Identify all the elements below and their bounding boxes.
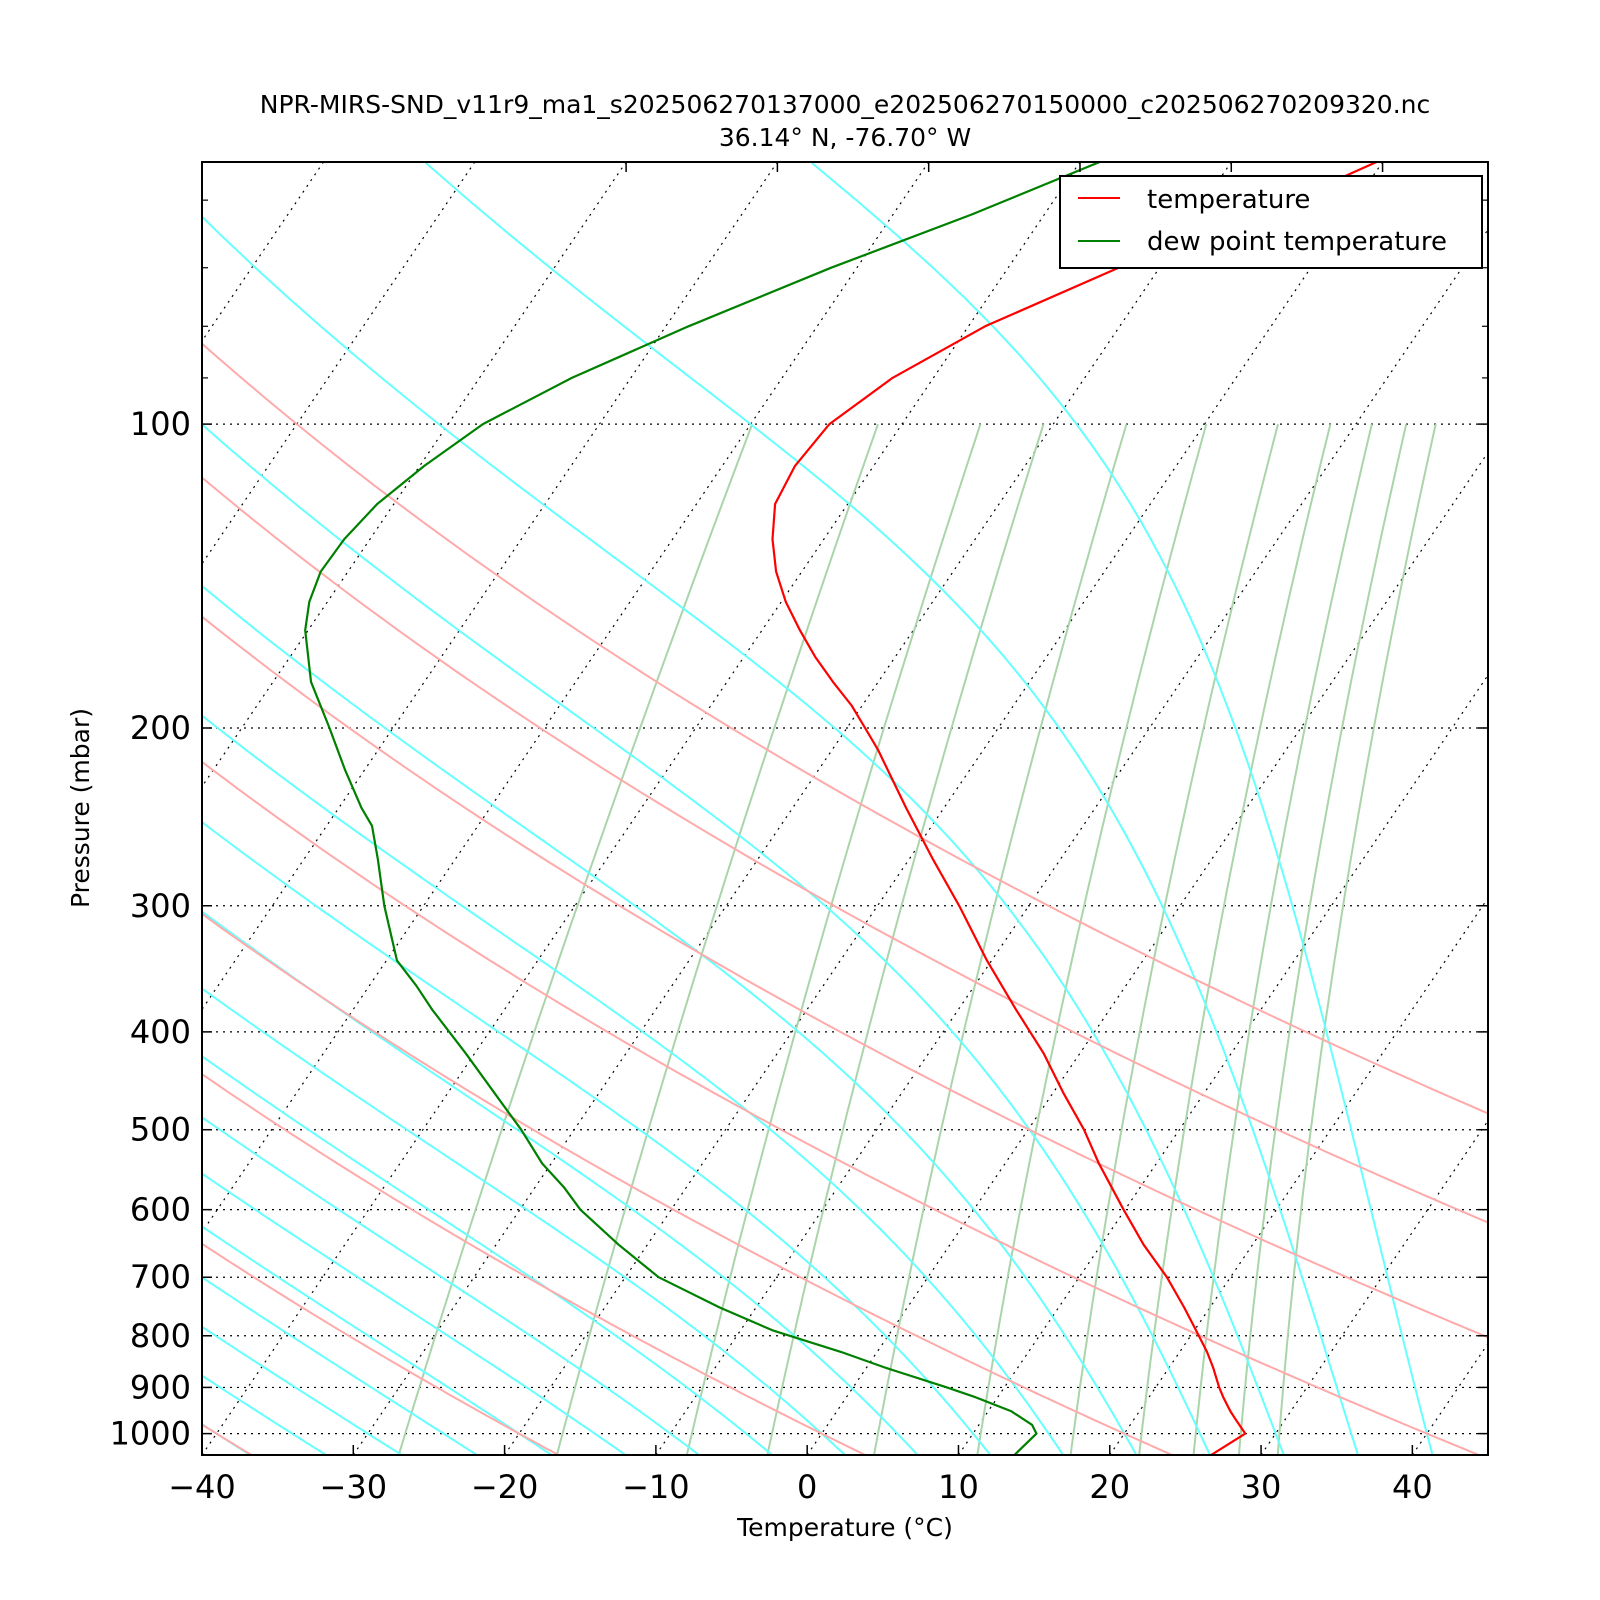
sounding-profiles: [304, 162, 1377, 1455]
y-tick-label: 500: [130, 1111, 191, 1149]
isotherm-50: [1564, 162, 1600, 1455]
moist-adiabat--30: [202, 1325, 403, 1455]
y-tick-label: 300: [130, 887, 191, 925]
mixing-ratio-28: [1276, 423, 1437, 1455]
moist-adiabat--5: [202, 1055, 773, 1455]
mixing-ratio-8: [976, 423, 1208, 1455]
dry-adiabat-0: [202, 1072, 866, 1455]
x-tick-label: 30: [1241, 1468, 1282, 1506]
x-tick-label: 10: [938, 1468, 979, 1506]
moist-adiabat-40: [810, 162, 1434, 1455]
isotherm--20: [504, 162, 1384, 1455]
moist-adiabat-lines: [202, 162, 1434, 1455]
dry-adiabat-60: [202, 615, 1488, 1339]
x-tick-label: 20: [1089, 1468, 1130, 1506]
plot-frame: [201, 161, 1489, 1456]
x-tick-label: −30: [320, 1468, 388, 1506]
dry-adiabat-20: [202, 912, 1173, 1455]
moist-adiabat--25: [202, 1276, 478, 1455]
series-line-temperature: [771, 162, 1377, 1455]
y-tick-label: 800: [130, 1317, 191, 1355]
isotherm-30: [1260, 1119, 1488, 1455]
isobar-gridlines: [202, 423, 1488, 1435]
y-tick-label: 900: [130, 1368, 191, 1406]
mixing-ratio-1: [555, 423, 879, 1455]
mixing-ratio-2: [685, 423, 982, 1455]
isotherm--80: [202, 162, 476, 565]
x-axis-ticks: −40 −30 −20 −10 0 10 20 30 40: [168, 162, 1433, 1506]
legend-label-temperature: temperature: [1147, 185, 1310, 215]
isotherm-10: [957, 674, 1488, 1455]
mixing-ratio-20: [1192, 423, 1373, 1455]
moist-adiabat--35: [202, 1374, 327, 1455]
isotherm--40: [202, 162, 1081, 1455]
legend-label-dewpoint: dew point temperature: [1147, 227, 1447, 257]
x-tick-label: −10: [622, 1468, 690, 1506]
chart-subtitle: 36.14° N, -76.70° W: [719, 123, 971, 152]
mixing-ratio-12: [1069, 423, 1279, 1455]
x-axis-label: Temperature (°C): [736, 1513, 953, 1542]
y-tick-label: 100: [130, 405, 191, 443]
y-axis-ticks: 100 200 300 400 500 600 700 800 900 1000: [110, 199, 1488, 1453]
isotherm--30: [352, 162, 1232, 1455]
isotherm--70: [202, 162, 627, 788]
mixing-ratio-24: [1237, 423, 1408, 1455]
moist-adiabat-0: [202, 987, 846, 1455]
mixing-ratio-5: [873, 423, 1128, 1455]
dry-adiabat--20: [202, 1242, 559, 1455]
moist-adiabat-5: [202, 910, 919, 1455]
dry-adiabat-80: [202, 476, 1488, 1224]
y-axis-label: Pressure (mbar): [66, 708, 95, 908]
moist-adiabat--15: [202, 1172, 627, 1455]
y-tick-label: 200: [130, 709, 191, 747]
y-tick-label: 400: [130, 1013, 191, 1051]
moist-adiabat--40: [202, 1423, 251, 1455]
dry-adiabat--40: [202, 1423, 253, 1455]
moist-adiabat-25: [202, 423, 1211, 1455]
isotherm--60: [202, 162, 778, 1011]
isotherm--50: [202, 162, 930, 1234]
moist-adiabat-20: [202, 584, 1138, 1455]
isotherm--110: [0, 162, 21, 1455]
moist-adiabat-10: [202, 820, 992, 1455]
x-tick-label: 0: [797, 1468, 817, 1506]
moist-adiabat-15: [202, 714, 1065, 1455]
isotherm-40: [1411, 1342, 1488, 1455]
isotherm-20: [1109, 896, 1488, 1455]
series-line-dewpoint: [304, 162, 1101, 1455]
x-tick-label: −20: [471, 1468, 539, 1506]
x-tick-label: 40: [1392, 1468, 1433, 1506]
isotherm--10: [655, 228, 1488, 1455]
dry-adiabat-40: [202, 760, 1480, 1455]
legend-box: [1059, 175, 1483, 269]
y-tick-label: 700: [130, 1258, 191, 1296]
isotherm-0: [806, 451, 1488, 1455]
dry-adiabat-100: [202, 342, 1488, 1115]
legend: temperature dew point temperature: [1059, 175, 1483, 269]
y-tick-label: 600: [130, 1191, 191, 1229]
moist-adiabat--20: [202, 1225, 553, 1455]
moist-adiabat-35: [424, 162, 1359, 1455]
isotherm-lines: [0, 162, 1600, 1455]
x-tick-label: −40: [168, 1468, 236, 1506]
mixing-ratio-0.4: [397, 423, 754, 1455]
mixing-ratio-3: [766, 423, 1045, 1455]
mixing-ratio-lines: [397, 423, 1437, 1455]
y-tick-label: 1000: [110, 1415, 191, 1453]
moist-adiabat-30: [202, 215, 1285, 1455]
moist-adiabat--10: [202, 1116, 700, 1455]
chart-title: NPR-MIRS-SND_v11r9_ma1_s202506270137000_…: [260, 90, 1431, 119]
dry-adiabat-lines: [202, 342, 1488, 1455]
